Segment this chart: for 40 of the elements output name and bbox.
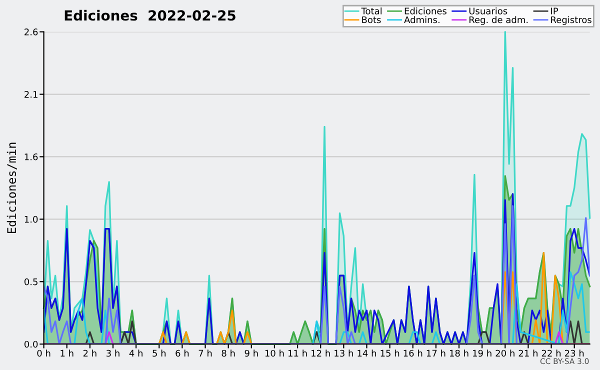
x-tick-label: 21 h bbox=[518, 350, 538, 357]
x-tick-label: 15 h bbox=[380, 350, 400, 357]
y-tick-label: 0.0 bbox=[24, 340, 38, 348]
x-tick-label: 5 h bbox=[152, 350, 166, 357]
chart-title: Ediciones 2022-02-25 bbox=[64, 10, 236, 21]
y-axis-title: Ediciones/min bbox=[6, 142, 17, 234]
x-tick-label: 6 h bbox=[176, 350, 189, 357]
legend-label: Usuarios bbox=[469, 7, 508, 14]
x-tick-label: 7 h bbox=[198, 350, 212, 357]
x-tick-label: 3 h bbox=[106, 350, 120, 357]
legend-label: Total bbox=[361, 7, 382, 14]
x-tick-label: 22 h bbox=[542, 350, 561, 357]
x-tick-label: 17 h bbox=[426, 350, 446, 357]
legend-label: Admins. bbox=[404, 16, 440, 24]
x-tick-label: 18 h bbox=[450, 350, 468, 357]
x-tick-label: 0 h bbox=[37, 350, 50, 357]
x-tick-label: 10 h bbox=[265, 350, 284, 357]
x-tick-label: 11 h bbox=[288, 350, 307, 357]
legend-label: Reg. de adm. bbox=[469, 16, 528, 25]
y-tick-label: 1.0 bbox=[24, 216, 38, 223]
x-tick-label: 1 h bbox=[60, 350, 74, 357]
legend-label: Ediciones bbox=[404, 7, 446, 14]
legend-label: Registros bbox=[551, 16, 592, 25]
x-tick-label: 9 h bbox=[244, 350, 258, 357]
y-tick-label: 1.6 bbox=[24, 153, 38, 160]
x-tick-label: 23 h bbox=[564, 350, 584, 357]
x-tick-label: 2 h bbox=[83, 350, 96, 357]
y-tick-label: 2.6 bbox=[24, 28, 38, 36]
x-tick-label: 4 h bbox=[129, 350, 142, 357]
x-tick-label: 8 h bbox=[222, 350, 235, 357]
x-tick-label: 13 h bbox=[334, 350, 353, 357]
y-tick-label: 0.5 bbox=[24, 278, 38, 286]
x-tick-label: 12 h bbox=[312, 350, 330, 357]
x-tick-label: 16 h bbox=[404, 350, 422, 357]
legend-label: IP bbox=[551, 8, 558, 14]
x-tick-label: 19 h bbox=[473, 350, 492, 357]
legend-label: Bots bbox=[362, 16, 381, 24]
y-tick-label: 2.1 bbox=[24, 91, 38, 98]
x-tick-label: 14 h bbox=[358, 350, 376, 357]
x-tick-label: 20 h bbox=[496, 350, 514, 357]
